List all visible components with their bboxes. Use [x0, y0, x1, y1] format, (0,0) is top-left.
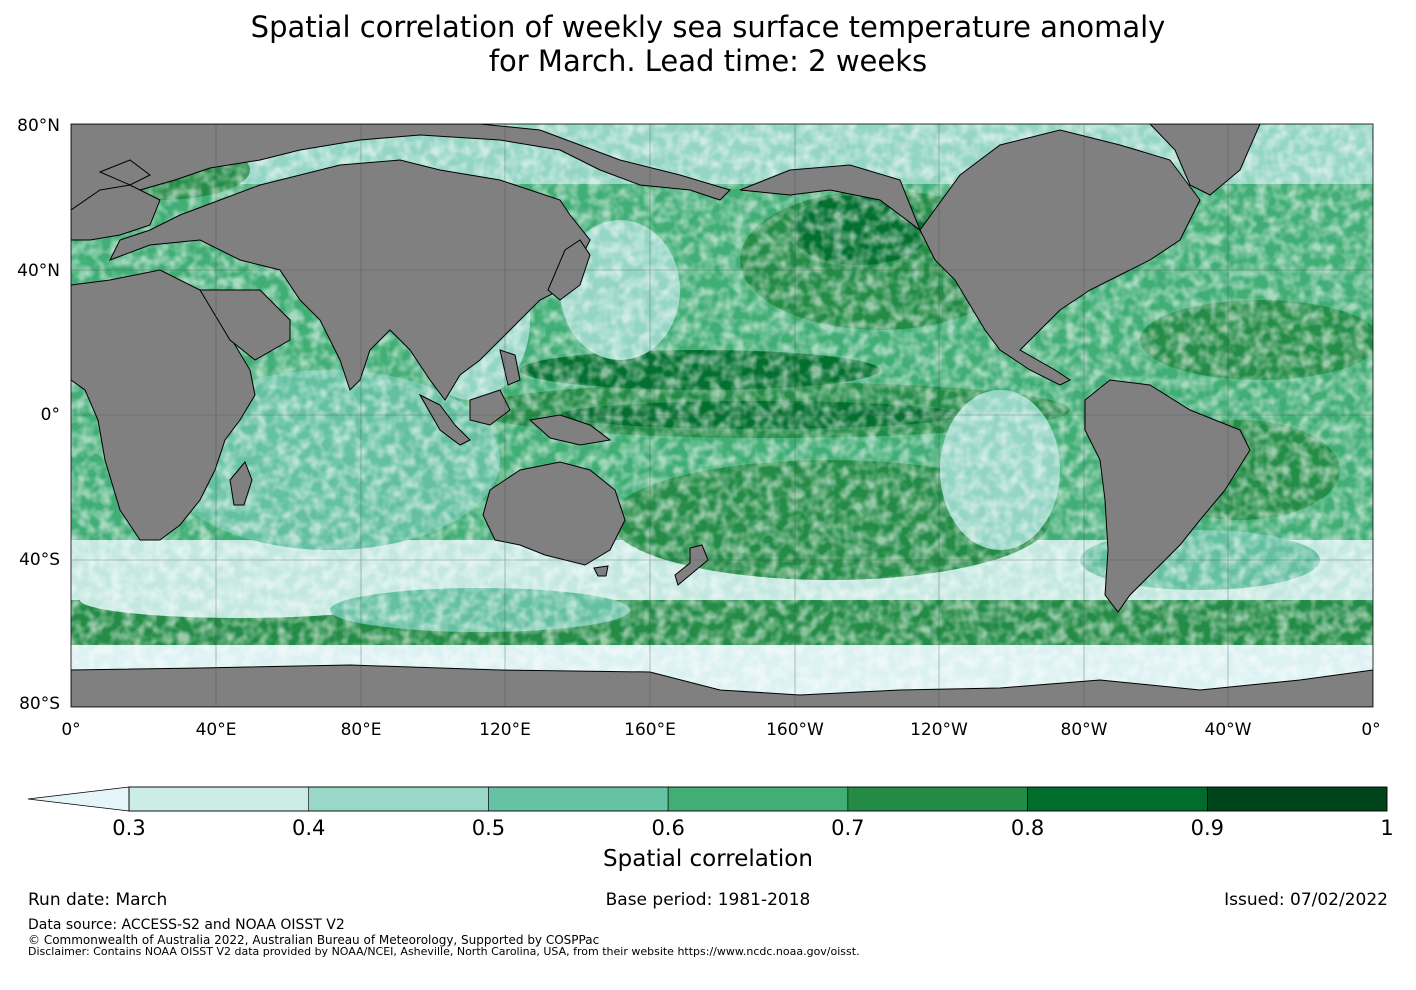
run-date: Run date: March: [28, 890, 168, 910]
lon-label-160w: 160°W: [766, 720, 824, 740]
lon-label-120e: 120°E: [479, 720, 531, 740]
lon-label-120w: 120°W: [910, 720, 968, 740]
lon-label-0-right: 0°: [1361, 720, 1381, 740]
disclaimer: Disclaimer: Contains NOAA OISST V2 data …: [28, 945, 860, 958]
colorbar-tick-label: 0.7: [831, 816, 865, 840]
colorbar-tick-label: 0.6: [651, 816, 685, 840]
copyright: © Commonwealth of Australia 2022, Austra…: [28, 933, 600, 947]
title-line-1: Spatial correlation of weekly sea surfac…: [250, 10, 1166, 44]
colorbar-tick-label: 0.3: [112, 816, 146, 840]
lon-label-80e: 80°E: [340, 720, 382, 740]
issued-date: Issued: 07/02/2022: [1224, 890, 1388, 910]
lon-label-0-left: 0°: [61, 720, 81, 740]
chart-title: Spatial correlation of weekly sea surfac…: [0, 10, 1416, 78]
colorbar-label: Spatial correlation: [603, 846, 813, 872]
lon-label-80w: 80°W: [1060, 720, 1108, 740]
lat-label-40n: 40°N: [17, 261, 60, 281]
base-period: Base period: 1981-2018: [605, 890, 811, 910]
graticule: [71, 124, 1373, 707]
colorbar-tick-label: 0.9: [1190, 816, 1224, 840]
data-source: Data source: ACCESS-S2 and NOAA OISST V2: [28, 917, 345, 933]
lon-label-40e: 40°E: [195, 720, 237, 740]
colorbar-tick-label: 1: [1380, 816, 1394, 840]
map-frame: [70, 123, 1374, 708]
lon-label-40w: 40°W: [1204, 720, 1252, 740]
lon-label-160e: 160°E: [624, 720, 676, 740]
colorbar-tick-label: 0.5: [471, 816, 506, 840]
colorbar-tick-label: 0.4: [292, 816, 326, 840]
lat-label-80n: 80°N: [17, 116, 60, 136]
lat-label-40s: 40°S: [19, 550, 60, 570]
title-line-2: for March. Lead time: 2 weeks: [488, 44, 928, 78]
lat-label-80s: 80°S: [19, 694, 60, 714]
lat-label-equator: 0°: [40, 405, 60, 425]
colorbar-tick-label: 0.8: [1010, 816, 1045, 840]
land-masses: [71, 124, 1373, 707]
